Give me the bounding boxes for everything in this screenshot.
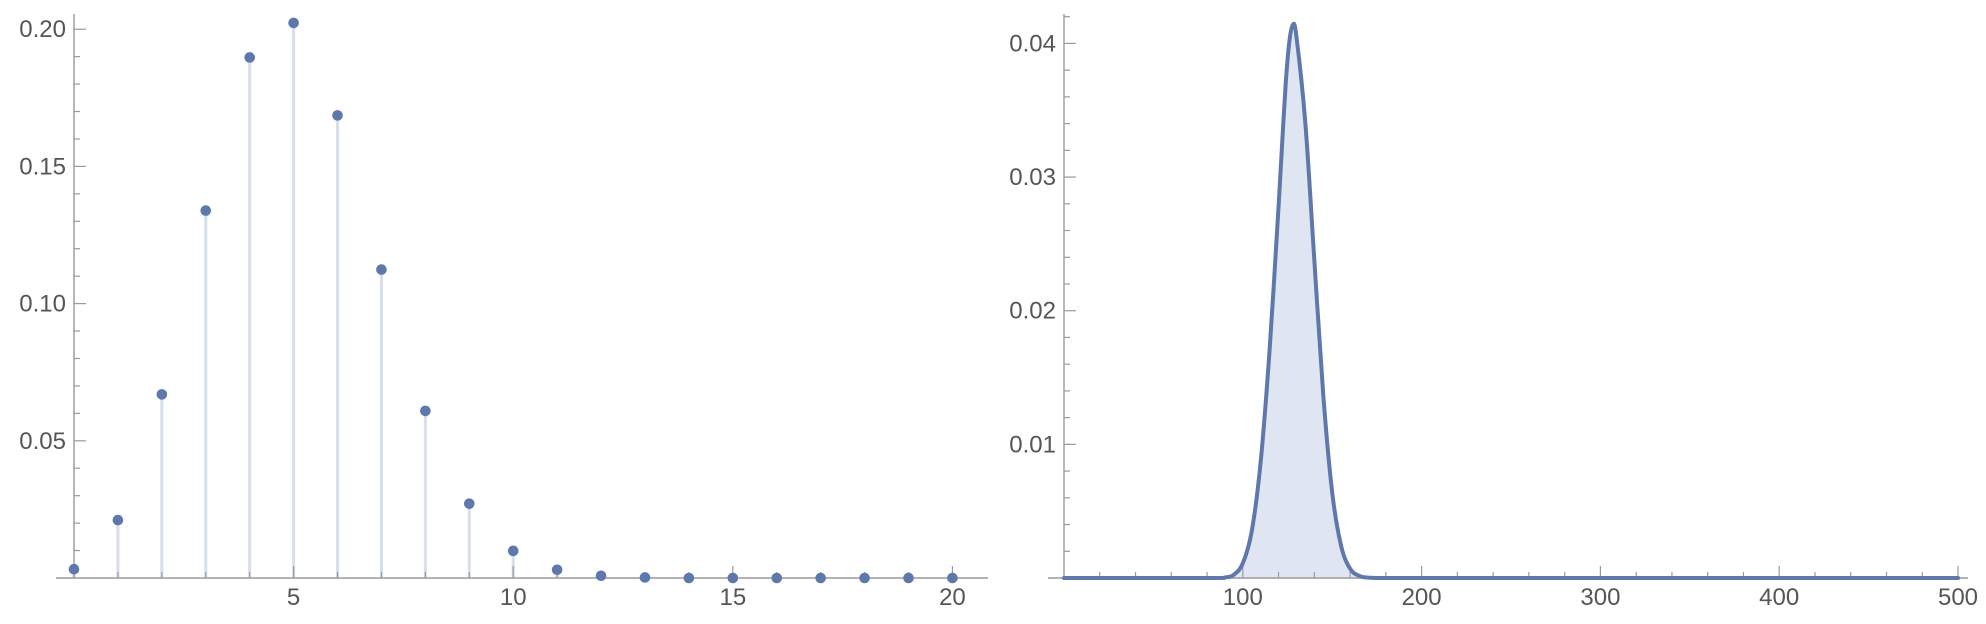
data-point bbox=[376, 264, 387, 275]
data-point bbox=[595, 570, 607, 582]
data-point bbox=[727, 572, 739, 584]
data-point bbox=[859, 572, 870, 584]
x-tick-label: 200 bbox=[1402, 584, 1442, 611]
y-tick-label: 0.01 bbox=[1009, 431, 1056, 458]
data-point bbox=[639, 572, 651, 583]
x-tick-label: 300 bbox=[1580, 584, 1620, 611]
data-point bbox=[507, 545, 519, 557]
data-point bbox=[947, 572, 958, 584]
y-tick-label: 0.20 bbox=[19, 16, 66, 43]
x-tick-label: 20 bbox=[939, 584, 966, 611]
data-point bbox=[903, 572, 914, 584]
x-tick-label: 5 bbox=[287, 584, 300, 611]
x-tick-label: 400 bbox=[1759, 584, 1799, 611]
x-tick-label: 15 bbox=[719, 584, 746, 611]
data-point bbox=[463, 498, 475, 509]
data-point bbox=[156, 389, 168, 400]
y-tick-label: 0.04 bbox=[1009, 30, 1056, 57]
y-tick-label: 0.10 bbox=[19, 291, 66, 318]
data-point bbox=[112, 514, 124, 526]
data-point bbox=[288, 17, 299, 29]
x-tick-label: 500 bbox=[1938, 584, 1978, 611]
density-curve-chart: 100 200 300 400 500 0.01 0.02 0.03 0.04 bbox=[1009, 14, 1978, 611]
x-tick-label: 10 bbox=[500, 584, 527, 611]
x-tick-label: 100 bbox=[1223, 584, 1263, 611]
data-point bbox=[771, 572, 783, 584]
data-point bbox=[244, 52, 255, 63]
data-point bbox=[68, 563, 80, 575]
data-point bbox=[420, 405, 431, 417]
density-fill bbox=[1064, 23, 1958, 579]
y-tick-label: 0.05 bbox=[19, 428, 66, 455]
density-curve bbox=[1062, 21, 1960, 581]
data-point bbox=[683, 572, 695, 584]
data-point bbox=[200, 205, 212, 216]
data-point bbox=[332, 110, 343, 121]
y-tick-label: 0.02 bbox=[1009, 298, 1056, 325]
binomial-stem-chart: 5 10 15 20 0.05 0.10 0.15 0.20 bbox=[19, 14, 988, 611]
y-tick-label: 0.15 bbox=[19, 153, 66, 180]
data-point bbox=[815, 572, 826, 584]
data-point bbox=[551, 564, 563, 576]
y-tick-label: 0.03 bbox=[1009, 164, 1056, 191]
